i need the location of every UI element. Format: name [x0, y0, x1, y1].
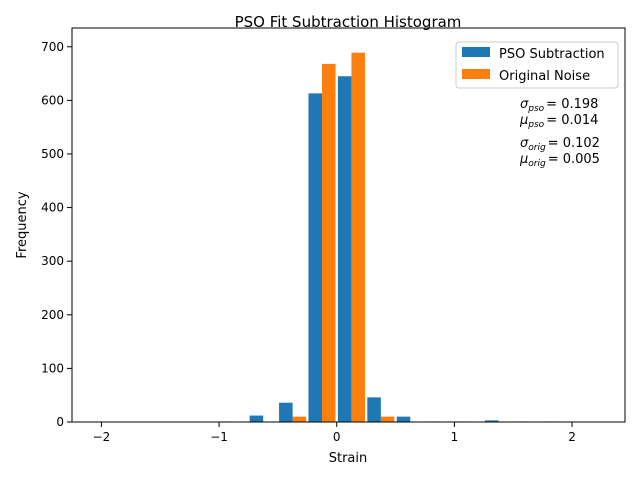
- plot-frame: [71, 27, 626, 423]
- bar-pso-subtraction-10: [396, 416, 411, 422]
- bar-pso-subtraction-6: [279, 402, 293, 422]
- stats-annotations: σpso = 0.198 μpso = 0.014 σorig = 0.102 μor…: [519, 97, 600, 169]
- y-tick-label: 300: [41, 254, 64, 268]
- x-tick-label: 1: [451, 430, 459, 444]
- x-axis: −2 −1 0 1 2: [93, 422, 576, 444]
- bar-original-noise-8: [351, 52, 365, 422]
- x-tick-label: −1: [210, 430, 228, 444]
- annotation-value: = 0.005: [548, 152, 600, 167]
- annotation-value: = 0.014: [546, 113, 598, 128]
- y-axis-label: Frequency: [15, 191, 30, 258]
- bar-pso-subtraction-5: [249, 415, 264, 422]
- legend-label-original-noise: Original Noise: [499, 69, 590, 84]
- x-tick-label: −2: [93, 430, 111, 444]
- x-tick-label: 2: [568, 430, 576, 444]
- annotation-value: = 0.198: [546, 97, 598, 112]
- y-tick-label: 0: [56, 415, 64, 429]
- annotation-symbol: σ: [520, 136, 529, 151]
- legend-label-pso-subtraction: PSO Subtraction: [499, 47, 605, 62]
- y-tick-label: 400: [41, 201, 64, 215]
- bar-pso-subtraction-13: [484, 420, 499, 422]
- x-axis-label: Strain: [329, 451, 368, 466]
- y-tick-label: 500: [41, 147, 64, 161]
- chart-title: PSO Fit Subtraction Histogram: [235, 13, 462, 31]
- x-tick-label: 0: [333, 430, 341, 444]
- bar-original-noise-7: [322, 63, 336, 422]
- y-axis: 0 100 200 300 400 500 600 700: [41, 40, 72, 429]
- annotation-symbol: σ: [520, 97, 529, 112]
- bar-pso-subtraction-7: [308, 93, 323, 423]
- bars-group: [220, 52, 558, 423]
- annotation-subscript: orig: [528, 143, 546, 153]
- y-tick-label: 200: [41, 308, 64, 322]
- annotation-subscript: pso: [527, 120, 544, 130]
- legend-swatch-original-noise: [462, 69, 490, 79]
- legend: PSO Subtraction Original Noise: [455, 41, 619, 89]
- annotation-sigma-orig: σorig = 0.102: [520, 136, 600, 153]
- annotation-subscript: orig: [528, 159, 546, 169]
- y-tick-label: 100: [41, 361, 64, 375]
- y-tick-label: 600: [41, 93, 64, 107]
- annotation-sigma-pso: σpso = 0.198: [520, 97, 598, 114]
- annotation-value: = 0.102: [548, 136, 600, 151]
- annotation-symbol: μ: [519, 152, 528, 167]
- bar-pso-subtraction-9: [367, 397, 381, 422]
- legend-box: [455, 41, 619, 89]
- annotation-mu-pso: μpso = 0.014: [519, 113, 598, 130]
- annotation-symbol: μ: [519, 113, 528, 128]
- bar-original-noise-9: [380, 416, 395, 422]
- legend-swatch-pso-subtraction: [462, 47, 490, 57]
- bar-original-noise-6: [292, 416, 307, 422]
- annotation-subscript: pso: [527, 104, 544, 114]
- bar-pso-subtraction-8: [337, 76, 352, 422]
- y-tick-label: 700: [41, 40, 64, 54]
- annotation-mu-orig: μorig = 0.005: [519, 152, 600, 169]
